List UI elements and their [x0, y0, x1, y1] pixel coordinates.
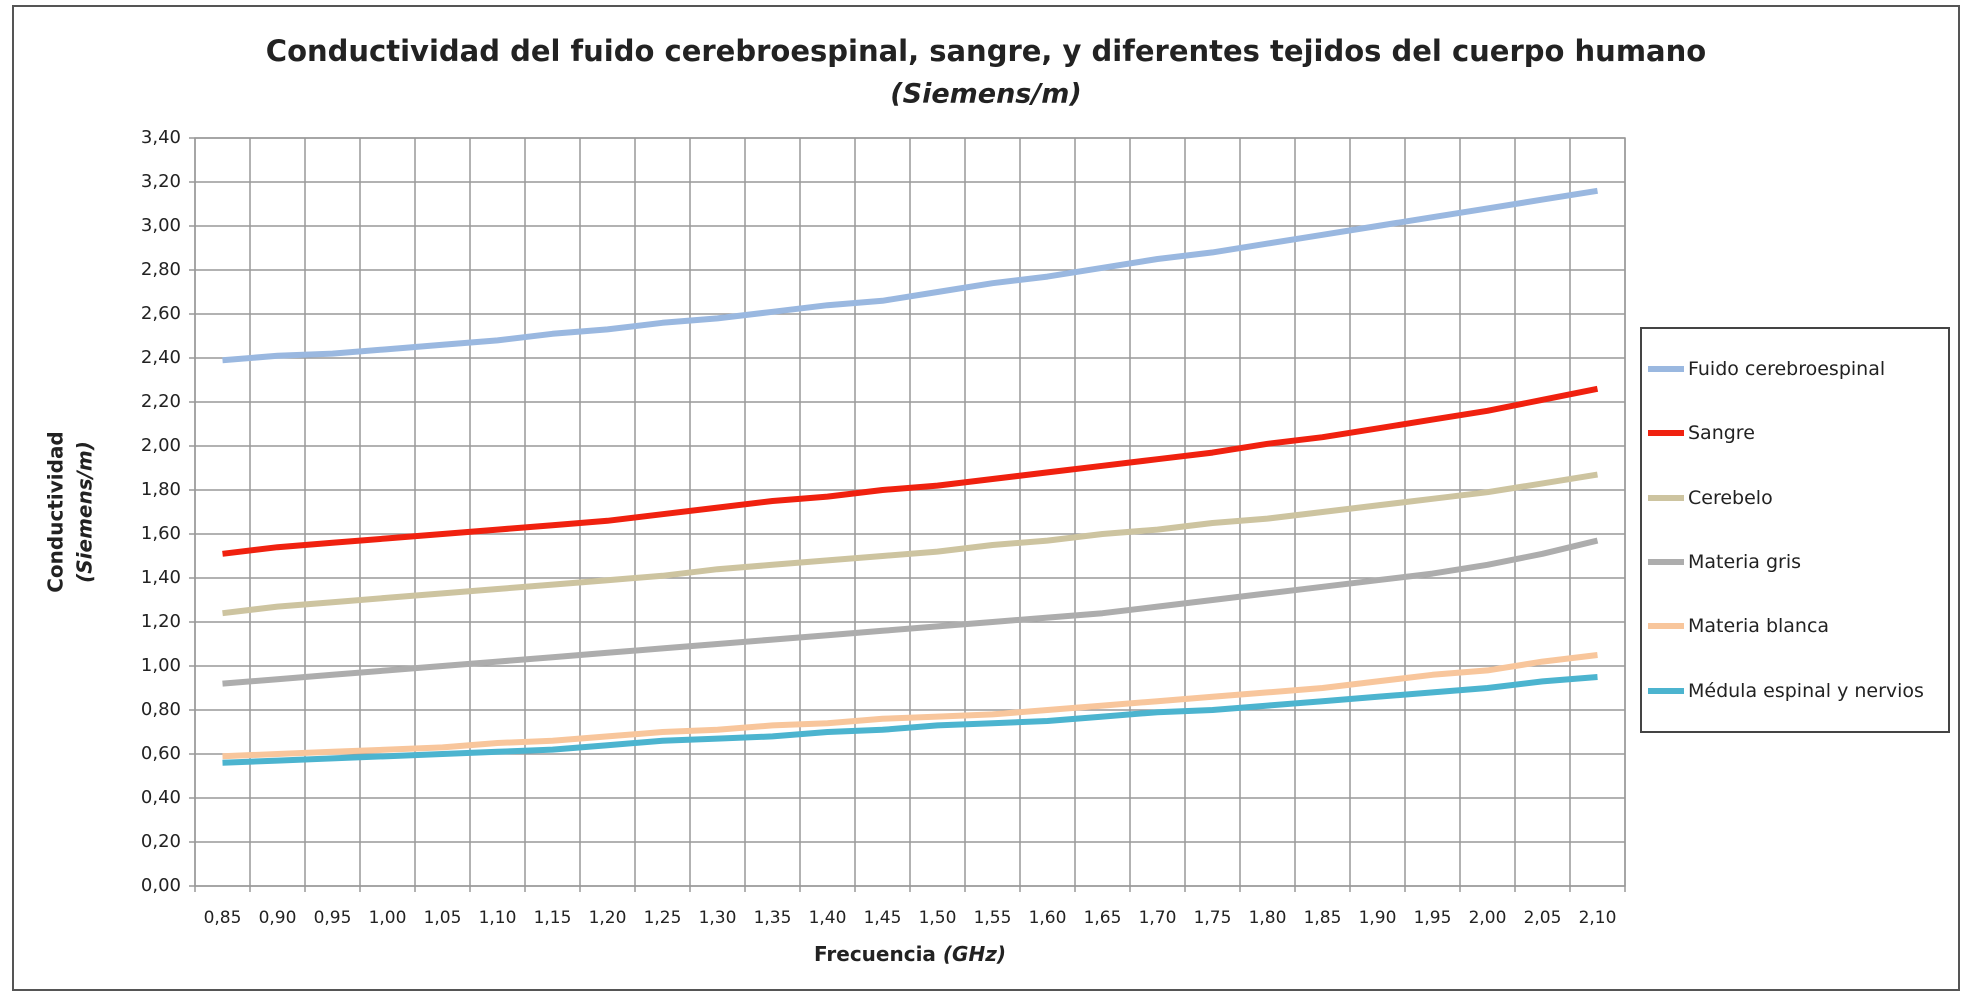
- legend-label: Cerebelo: [1688, 486, 1773, 509]
- x-axis-label-text: Frecuencia: [814, 942, 936, 966]
- x-tick-label: 2,05: [1524, 908, 1562, 928]
- x-tick-label: 1,80: [1249, 908, 1287, 928]
- legend-swatch: [1648, 365, 1684, 372]
- legend-label: Médula espinal y nervios: [1688, 679, 1924, 702]
- legend-item: Médula espinal y nervios: [1648, 677, 1942, 706]
- x-tick-label: 1,60: [1029, 908, 1067, 928]
- x-tick-label: 1,55: [974, 908, 1012, 928]
- y-tick-label: 1,80: [141, 479, 181, 500]
- series-line: [222, 385, 1599, 557]
- chart-border: [12, 5, 1960, 991]
- x-tick-label: 1,10: [479, 908, 517, 928]
- y-tick-label: 2,40: [141, 347, 181, 368]
- legend-swatch: [1648, 558, 1684, 565]
- y-tick-label: 2,20: [141, 391, 181, 412]
- series-line: [222, 471, 1598, 617]
- x-tick-label: 1,15: [534, 908, 572, 928]
- x-tick-label: 1,25: [644, 908, 682, 928]
- y-tick-label: 1,40: [141, 567, 181, 588]
- legend-label: Materia blanca: [1688, 615, 1830, 638]
- x-tick-label: 2,00: [1469, 908, 1507, 928]
- y-tick-label: 0,00: [141, 875, 181, 896]
- y-tick-label: 1,00: [141, 655, 181, 676]
- legend-item: Materia blanca: [1648, 612, 1942, 641]
- x-tick-label: 1,45: [864, 908, 902, 928]
- y-tick-label: 1,20: [141, 611, 181, 632]
- x-tick-label: 1,20: [589, 908, 627, 928]
- legend-swatch: [1648, 430, 1684, 437]
- y-tick-label: 3,00: [141, 215, 181, 236]
- x-tick-label: 1,75: [1194, 908, 1232, 928]
- legend-item: Materia gris: [1648, 548, 1942, 577]
- y-tick-label: 3,40: [141, 127, 181, 148]
- series-line: [222, 537, 1599, 687]
- x-tick-label: 1,95: [1414, 908, 1452, 928]
- x-tick-label: 1,35: [754, 908, 792, 928]
- y-axis-label: Conductividad: [44, 431, 68, 593]
- series-line: [222, 187, 1598, 364]
- x-tick-label: 1,65: [1084, 908, 1122, 928]
- x-axis-unit: (GHz): [943, 942, 1006, 966]
- legend-item: Sangre: [1648, 419, 1942, 448]
- x-tick-label: 1,90: [1359, 908, 1397, 928]
- legend-label: Sangre: [1688, 422, 1755, 445]
- y-tick-label: 0,80: [141, 699, 181, 720]
- legend-label: Materia gris: [1688, 550, 1801, 573]
- x-tick-label: 1,00: [369, 908, 407, 928]
- y-tick-label: 0,20: [141, 831, 181, 852]
- legend-label: Fuido cerebroespinal: [1688, 357, 1886, 380]
- x-tick-label: 1,70: [1139, 908, 1177, 928]
- y-tick-label: 1,60: [141, 523, 181, 544]
- legend-item: Cerebelo: [1648, 484, 1942, 513]
- series-line: [222, 652, 1598, 760]
- y-tick-label: 0,40: [141, 787, 181, 808]
- x-tick-label: 0,85: [204, 908, 242, 928]
- legend-swatch: [1648, 494, 1684, 501]
- y-tick-label: 2,00: [141, 435, 181, 456]
- legend-swatch: [1648, 623, 1684, 630]
- y-tick-label: 2,60: [141, 303, 181, 324]
- x-axis-label: Frecuencia (GHz): [814, 942, 1006, 966]
- y-axis-unit: (Siemens/m): [73, 441, 97, 583]
- y-tick-label: 0,60: [141, 743, 181, 764]
- legend-item: Fuido cerebroespinal: [1648, 355, 1942, 384]
- x-tick-label: 2,10: [1579, 908, 1617, 928]
- y-tick-label: 2,80: [141, 259, 181, 280]
- x-tick-label: 1,05: [424, 908, 462, 928]
- x-tick-label: 1,30: [699, 908, 737, 928]
- x-tick-label: 1,85: [1304, 908, 1342, 928]
- legend-swatch: [1648, 687, 1684, 694]
- x-tick-label: 1,40: [809, 908, 847, 928]
- x-tick-label: 0,95: [314, 908, 352, 928]
- chart-subtitle: (Siemens/m): [890, 79, 1081, 110]
- chart-title: Conductividad del fuido cerebroespinal, …: [266, 34, 1706, 68]
- y-tick-label: 3,20: [141, 171, 181, 192]
- legend: Fuido cerebroespinal Sangre Cerebelo Materi…: [1640, 327, 1950, 733]
- x-tick-label: 0,90: [259, 908, 297, 928]
- x-tick-label: 1,50: [919, 908, 957, 928]
- series-line: [222, 674, 1598, 766]
